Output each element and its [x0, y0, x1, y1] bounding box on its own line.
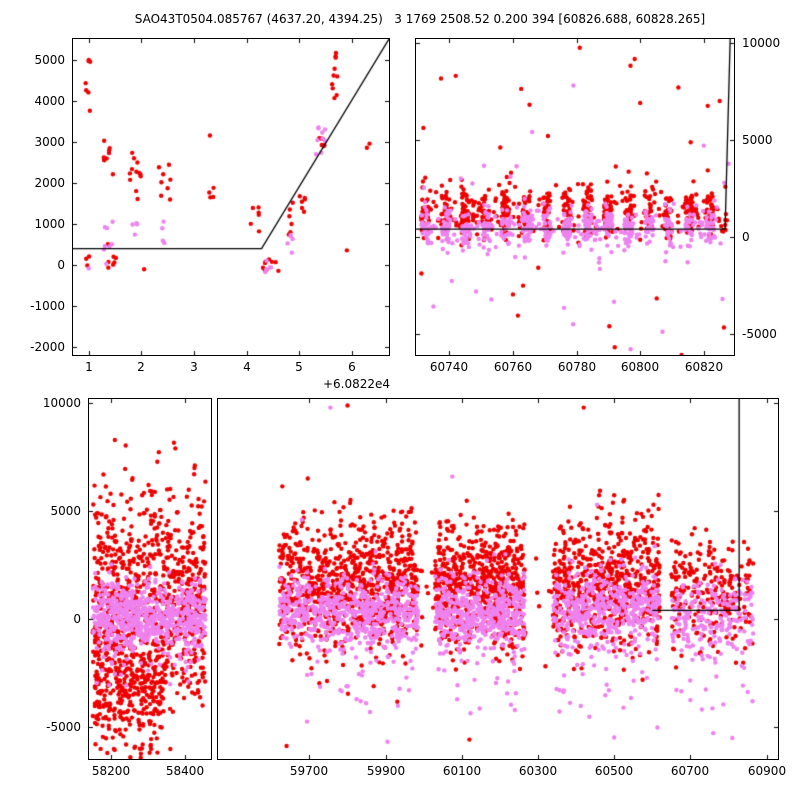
- y-tick-label: 1000: [34, 217, 65, 231]
- x-tick-label: 58200: [91, 764, 131, 778]
- y-tick-label: -5000: [742, 327, 777, 341]
- y-tick-label: 5000: [50, 504, 81, 518]
- plot-bottom-lightcurve-full: 58200 58400 10000 5000 0 -5000 59700 59900 60100…: [43, 396, 786, 778]
- y-tick-label: 2000: [34, 176, 65, 190]
- y-tick-label: 4000: [34, 94, 65, 108]
- y-tick-label: 10000: [742, 36, 781, 50]
- x-tick-label: 60760: [493, 360, 533, 374]
- x-tick-label: 58400: [165, 764, 205, 778]
- x-tick-label: 60800: [620, 360, 660, 374]
- axes-panel: 60740 60760 60780 60800 60820 10000 5000 0 -5000: [415, 36, 780, 374]
- x-tick-label: 3: [190, 360, 198, 374]
- plot-top-right-lightcurve-recent: 60740 60760 60780 60800 60820 10000 5000 0 -5000: [415, 36, 780, 374]
- x-tick-label: 60700: [670, 764, 710, 778]
- plot-top-left-lightcurve-zoom: 1 2 3 4 5 6 5000 4000 3000 2000 1000 0 -1000 -2000 +6.…: [30, 38, 390, 391]
- y-tick-label: 0: [57, 258, 65, 272]
- x-tick-label: 60500: [594, 764, 634, 778]
- x-axis-offset-label: +6.0822e4: [322, 377, 390, 391]
- x-tick-label: 2: [137, 360, 145, 374]
- y-tick-label: -5000: [46, 720, 81, 734]
- y-tick-label: 5000: [742, 133, 773, 147]
- axes-panel: 1 2 3 4 5 6 5000 4000 3000 2000 1000 0 -1000 -2000: [30, 38, 390, 374]
- y-tick-label: 10000: [42, 396, 81, 410]
- y-tick-label: 0: [73, 612, 81, 626]
- x-tick-label: 1: [85, 360, 93, 374]
- x-tick-label: 60740: [429, 360, 469, 374]
- y-tick-label: 5000: [34, 53, 65, 67]
- x-tick-label: 59700: [289, 764, 329, 778]
- x-tick-label: 6: [348, 360, 356, 374]
- x-tick-label: 4: [243, 360, 251, 374]
- scatter-canvas: [416, 39, 734, 355]
- x-tick-label: 5: [295, 360, 303, 374]
- x-tick-label: 60300: [518, 764, 558, 778]
- figure-title: SAO43T0504.085767 (4637.20, 4394.25) 3 1…: [134, 12, 706, 26]
- y-tick-label: -1000: [30, 299, 65, 313]
- axes-panel: 59700 59900 60100 60300 60500 60700 60900: [217, 398, 786, 778]
- x-tick-label: 60100: [442, 764, 482, 778]
- x-tick-label: 60780: [557, 360, 597, 374]
- scatter-canvas: [89, 399, 211, 759]
- y-tick-label: -2000: [30, 340, 65, 354]
- axes-panel: 58200 58400 10000 5000 0 -5000: [43, 396, 212, 778]
- scatter-canvas: [218, 399, 778, 759]
- y-tick-label: 0: [742, 230, 750, 244]
- x-tick-label: 59900: [366, 764, 406, 778]
- x-tick-label: 60820: [684, 360, 724, 374]
- x-tick-label: 60900: [747, 764, 787, 778]
- scatter-canvas: [73, 39, 389, 355]
- y-tick-label: 3000: [34, 135, 65, 149]
